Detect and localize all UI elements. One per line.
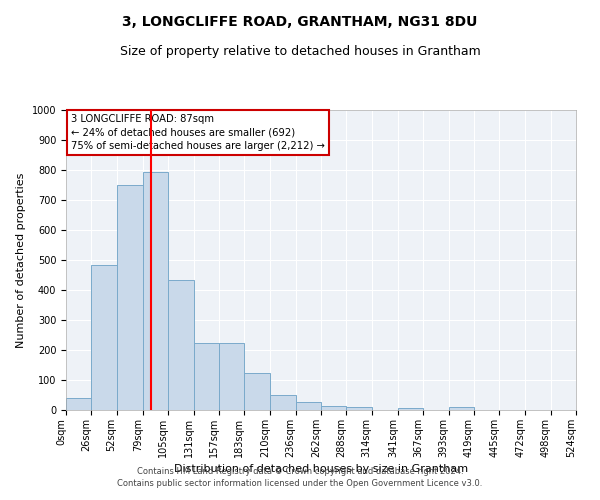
Bar	[219, 342, 244, 410]
Bar	[66, 398, 91, 410]
Bar	[168, 280, 194, 410]
Text: 3 LONGCLIFFE ROAD: 87sqm
← 24% of detached houses are smaller (692)
75% of semi-: 3 LONGCLIFFE ROAD: 87sqm ← 24% of detach…	[71, 114, 325, 151]
X-axis label: Distribution of detached houses by size in Grantham: Distribution of detached houses by size …	[174, 464, 468, 474]
Text: Contains HM Land Registry data © Crown copyright and database right 2024.: Contains HM Land Registry data © Crown c…	[137, 468, 463, 476]
Y-axis label: Number of detached properties: Number of detached properties	[16, 172, 26, 348]
Bar	[449, 407, 474, 410]
Bar	[91, 264, 116, 410]
Text: 3, LONGCLIFFE ROAD, GRANTHAM, NG31 8DU: 3, LONGCLIFFE ROAD, GRANTHAM, NG31 8DU	[122, 15, 478, 29]
Bar	[244, 372, 271, 410]
Bar	[296, 402, 321, 410]
Bar	[321, 406, 346, 410]
Bar	[398, 408, 423, 410]
Bar	[346, 407, 371, 410]
Bar	[143, 172, 168, 410]
Text: Contains public sector information licensed under the Open Government Licence v3: Contains public sector information licen…	[118, 479, 482, 488]
Bar	[271, 395, 296, 410]
Text: Size of property relative to detached houses in Grantham: Size of property relative to detached ho…	[119, 45, 481, 58]
Bar	[193, 342, 219, 410]
Bar	[116, 185, 143, 410]
